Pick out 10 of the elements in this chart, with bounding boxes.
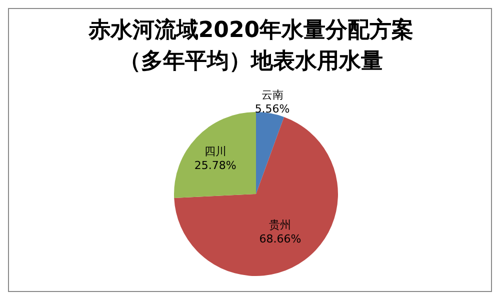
- pie-slice: [174, 116, 338, 276]
- data-label: 68.66%: [259, 232, 302, 246]
- pie-slice: [174, 112, 256, 198]
- slice-label: 四川: [204, 145, 226, 158]
- slice-label: 云南: [261, 88, 284, 102]
- data-label: 5.56%: [254, 102, 290, 116]
- data-label: 25.78%: [194, 159, 236, 172]
- slice-label: 贵州: [269, 218, 292, 232]
- chart-title: 赤水河流域2020年水量分配方案（多年平均）地表水用水量: [87, 16, 415, 76]
- pie-slice: [256, 112, 284, 194]
